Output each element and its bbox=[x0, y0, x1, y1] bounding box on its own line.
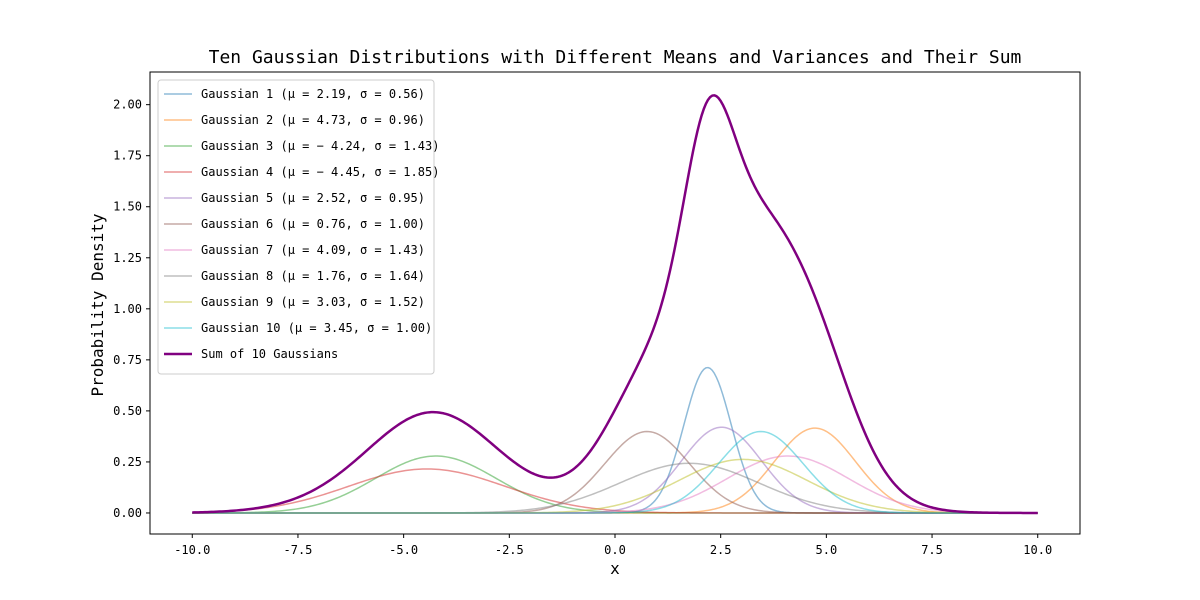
y-tick-label: 1.25 bbox=[113, 251, 142, 265]
legend-entry-label: Gaussian 6 (μ = 0.76, σ = 1.00) bbox=[201, 217, 425, 231]
axes: -10.0 -7.5 -5.0 -2.5 0.0 2.5 5.0 7.5 10.0 0.00 0.2… bbox=[113, 71, 1081, 557]
x-tick-label: 7.5 bbox=[921, 543, 943, 557]
chart-title: Ten Gaussian Distributions with Differen… bbox=[209, 47, 1022, 68]
y-tick-label: 0.75 bbox=[113, 353, 142, 367]
x-tick-label: 2.5 bbox=[710, 543, 732, 557]
legend-entry-label: Gaussian 3 (μ = − 4.24, σ = 1.43) bbox=[201, 139, 439, 153]
x-tick-label: -2.5 bbox=[495, 543, 524, 557]
plot-area bbox=[192, 94, 1038, 515]
y-tick-label: 0.00 bbox=[113, 506, 142, 520]
legend-entry-label: Gaussian 4 (μ = − 4.45, σ = 1.85) bbox=[201, 165, 439, 179]
x-tick-label: -5.0 bbox=[389, 543, 418, 557]
y-tick-label: 1.50 bbox=[113, 200, 142, 214]
legend: Gaussian 1 (μ = 2.19, σ = 0.56) Gaussian … bbox=[157, 79, 439, 375]
y-tick-label: 1.00 bbox=[113, 302, 142, 316]
gaussian-1-line bbox=[192, 366, 1038, 514]
y-axis-label: Probability Density bbox=[88, 213, 107, 396]
y-tick-label: 0.50 bbox=[113, 404, 142, 418]
legend-entry-label: Gaussian 10 (μ = 3.45, σ = 1.00) bbox=[201, 321, 432, 335]
y-tick-label: 1.75 bbox=[113, 149, 142, 163]
x-tick-label: 5.0 bbox=[816, 543, 838, 557]
x-tick-label: 10.0 bbox=[1023, 543, 1052, 557]
legend-entry-label: Gaussian 7 (μ = 4.09, σ = 1.43) bbox=[201, 243, 425, 257]
legend-box bbox=[157, 79, 435, 375]
y-tick-label: 0.25 bbox=[113, 455, 142, 469]
gaussian-5-line bbox=[192, 426, 1038, 514]
legend-entry-label: Gaussian 2 (μ = 4.73, σ = 0.96) bbox=[201, 113, 425, 127]
legend-entry-label: Gaussian 5 (μ = 2.52, σ = 0.95) bbox=[201, 191, 425, 205]
legend-entry-label: Gaussian 9 (μ = 3.03, σ = 1.52) bbox=[201, 295, 425, 309]
x-tick-label: 0.0 bbox=[604, 543, 626, 557]
gaussian-10-line bbox=[192, 430, 1038, 514]
gaussian-2-line bbox=[192, 427, 1038, 514]
x-tick-label: -7.5 bbox=[284, 543, 313, 557]
sum-series-line bbox=[192, 94, 1038, 515]
gaussian-6-line bbox=[192, 430, 1038, 514]
legend-entry-label: Sum of 10 Gaussians bbox=[201, 347, 338, 361]
legend-entry-label: Gaussian 8 (μ = 1.76, σ = 1.64) bbox=[201, 269, 425, 283]
legend-entry-label: Gaussian 1 (μ = 2.19, σ = 0.56) bbox=[201, 87, 425, 101]
y-tick-label: 2.00 bbox=[113, 98, 142, 112]
x-tick-label: -10.0 bbox=[174, 543, 210, 557]
x-axis-label: x bbox=[610, 559, 620, 578]
